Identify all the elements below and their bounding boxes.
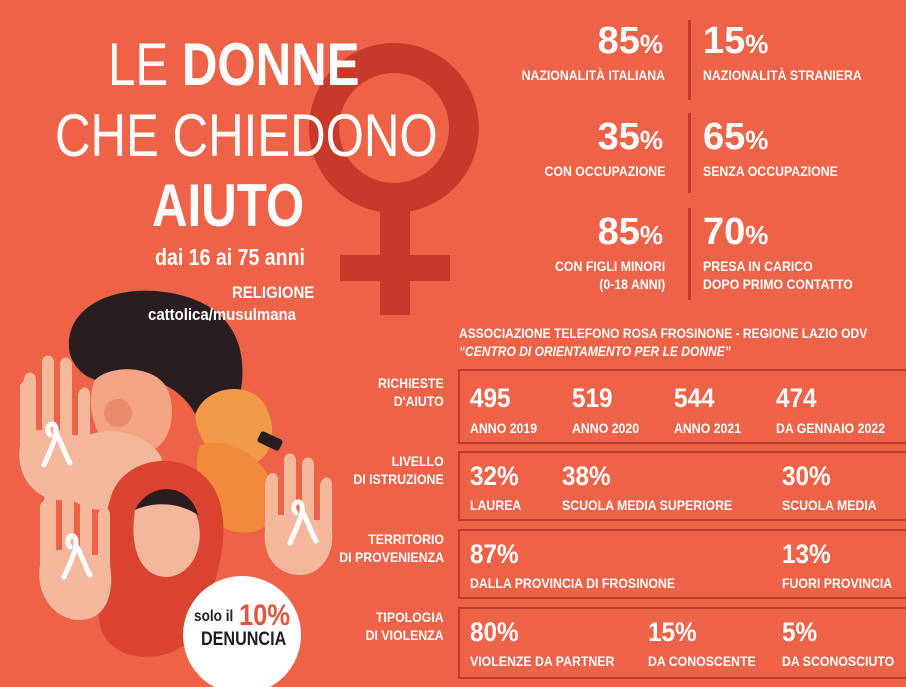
violence-value: 15% [648,617,697,647]
education-value: 32% [470,461,519,491]
row-requests: 495 ANNO 2019 519 ANNO 2020 544 ANNO 202… [458,369,906,444]
association-name: ASSOCIAZIONE TELEFONO ROSA FROSINONE - R… [459,325,868,341]
stat-divider [688,208,691,300]
title-word-donne: DONNE [181,31,360,98]
violence-type: VIOLENZE DA PARTNER [470,653,615,669]
title-word-che: CHE [55,102,173,169]
row-label-education: LIVELLO DI ISTRUZIONE [353,453,444,488]
stat-number: 70% [703,211,769,253]
requests-year: DA GENNAIO 2022 [776,420,886,436]
venus-symbol-icon [309,43,479,315]
education-level: LAUREA [470,497,522,513]
territory-value: 87% [470,539,519,569]
row-education: 32% LAUREA 38% SCUOLA MEDIA SUPERIORE 30… [458,451,906,521]
title-line-2: CHE CHIEDONO [55,106,438,166]
territory-value: 13% [782,539,831,569]
title-line-3: AIUTO [152,172,305,239]
stat-divider [688,20,691,100]
stat-number: 85% [597,211,663,253]
title-word-chiedono: CHIEDONO [172,102,438,169]
requests-value: 519 [572,383,613,413]
requests-year: ANNO 2019 [470,420,538,436]
stat-label: SENZA OCCUPAZIONE [703,163,838,179]
religion-value: cattolica/musulmana [148,305,296,324]
row-territory: 87% DALLA PROVINCIA DI FROSINONE 13% FUO… [458,529,906,599]
stat-divider [688,113,691,193]
violence-value: 80% [470,617,519,647]
requests-value: 544 [674,383,715,413]
stat-number: 65% [703,116,769,158]
education-value: 38% [562,461,611,491]
religion-label: RELIGIONE [232,283,315,302]
stat-label: CON FIGLI MINORI (0-18 ANNI) [554,258,665,292]
requests-year: ANNO 2020 [572,420,640,436]
badge-percentage: 10% [239,599,291,632]
stat-label: NAZIONALITÀ STRANIERA [703,67,862,83]
association-center: “CENTRO DI ORIENTAMENTO PER LE DONNE” [459,343,731,359]
requests-value: 474 [776,383,817,413]
territory-origin: DALLA PROVINCIA DI FROSINONE [470,575,676,591]
badge-word: DENUNCIA [201,629,287,650]
women-illustration [19,290,333,657]
requests-year: ANNO 2021 [674,420,742,436]
requests-value: 495 [470,383,511,413]
title-line-1: LE DONNE [108,35,360,95]
stat-number: 15% [703,20,769,62]
badge-prefix: solo il [194,608,234,625]
territory-origin: FUORI PROVINCIA [782,575,893,591]
education-value: 30% [782,461,831,491]
row-violence: 80% VIOLENZE DA PARTNER 15% DA CONOSCENT… [458,607,906,679]
education-level: SCUOLA MEDIA SUPERIORE [562,497,733,513]
denuncia-badge: solo il 10% DENUNCIA [183,576,301,687]
title-word-le: LE [108,31,182,98]
violence-type: DA CONOSCENTE [648,653,756,669]
violence-value: 5% [782,617,818,647]
stat-number: 85% [597,20,663,62]
education-level: SCUOLA MEDIA [782,497,877,513]
violence-type: DA SCONOSCIUTO [782,653,895,669]
row-label-territory: TERRITORIO DI PROVENIENZA [339,531,444,566]
row-label-requests: RICHIESTE D'AIUTO [378,375,444,410]
stat-number: 35% [597,116,663,158]
age-range: dai 16 ai 75 anni [155,244,305,270]
stat-label: NAZIONALITÀ ITALIANA [521,67,665,83]
stat-label: CON OCCUPAZIONE [544,163,665,179]
row-label-violence: TIPOLOGIA DI VIOLENZA [365,609,444,644]
stat-label: PRESA IN CARICO DOPO PRIMO CONTATTO [703,258,853,292]
